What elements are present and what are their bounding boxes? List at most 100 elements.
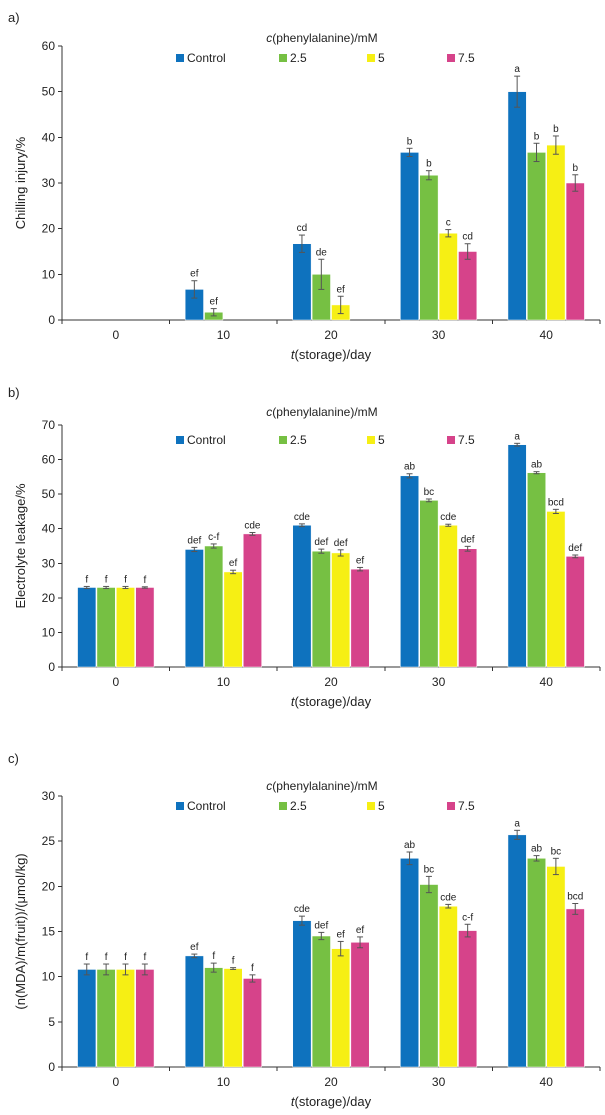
significance-label: bc: [551, 846, 562, 857]
bar: [116, 587, 135, 668]
legend-swatch: [447, 54, 455, 62]
legend-label: Control: [187, 799, 226, 813]
significance-label: f: [212, 951, 215, 962]
significance-label: def: [461, 534, 475, 545]
significance-label: cd: [297, 223, 308, 234]
bar: [223, 571, 243, 668]
y-tick-label: 40: [42, 130, 56, 144]
panel-label: a): [8, 10, 20, 25]
panel-a: a) c(phenylalanine)/mM Control 2.5 5 7.5 0 10 20…: [8, 10, 601, 362]
legend-swatch: [367, 802, 375, 810]
y-tick-label: 10: [42, 267, 56, 281]
legend-label: 5: [378, 799, 385, 813]
significance-label: c: [446, 218, 451, 229]
bar: [350, 568, 370, 668]
bar: [311, 935, 331, 1068]
legend-swatch: [176, 54, 184, 62]
bar: [546, 144, 566, 321]
bar: [527, 472, 546, 668]
bar: [458, 548, 478, 668]
significance-label: ab: [531, 844, 543, 855]
significance-label: cde: [244, 521, 261, 532]
bar: [400, 475, 419, 668]
bar: [458, 930, 478, 1068]
x-axis-label: t(storage)/day: [291, 1094, 372, 1109]
y-tick-label: 0: [48, 313, 55, 327]
bar: [331, 948, 351, 1068]
legend-label: 7.5: [458, 433, 475, 447]
x-axis-label: t(storage)/day: [291, 694, 372, 709]
y-tick-label: 30: [42, 556, 56, 570]
panel-label: b): [8, 385, 20, 400]
significance-label: def: [187, 535, 201, 546]
bar: [527, 858, 546, 1068]
y-tick-label: 60: [42, 39, 56, 53]
x-tick-label: 40: [540, 675, 554, 689]
panel-b: b) c(phenylalanine)/mM Control 2.5 5 7.5 0 10 20…: [8, 385, 601, 709]
significance-label: cde: [294, 904, 311, 915]
bar: [292, 920, 312, 1068]
significance-label: ab: [404, 840, 416, 851]
y-axis-label: Chilling injury/%: [13, 136, 28, 229]
bar: [507, 834, 527, 1068]
bar: [438, 905, 458, 1068]
significance-label: ef: [190, 942, 199, 953]
significance-label: def: [314, 920, 328, 931]
legend-label: 2.5: [290, 799, 307, 813]
y-tick-label: 20: [42, 879, 56, 893]
bar: [204, 545, 224, 668]
significance-label: ef: [356, 925, 365, 936]
bar: [77, 587, 97, 668]
significance-label: f: [124, 952, 127, 963]
bar: [400, 152, 419, 321]
y-tick-label: 30: [42, 176, 56, 190]
bar: [292, 243, 312, 321]
legend-label: 2.5: [290, 433, 307, 447]
legend-label: 7.5: [458, 51, 475, 65]
legend-swatch: [176, 802, 184, 810]
bar: [116, 969, 135, 1068]
bar: [565, 908, 585, 1068]
y-tick-label: 20: [42, 591, 56, 605]
bar: [438, 232, 458, 321]
y-tick-label: 70: [42, 418, 56, 432]
significance-label: bcd: [567, 891, 583, 902]
y-tick-label: 10: [42, 970, 56, 984]
significance-label: def: [314, 537, 328, 548]
bar: [419, 500, 439, 668]
legend-swatch: [279, 436, 287, 444]
x-tick-label: 30: [432, 1075, 446, 1089]
significance-label: cd: [462, 232, 473, 243]
bar: [292, 525, 312, 668]
significance-label: b: [534, 131, 540, 142]
y-tick-label: 40: [42, 522, 56, 536]
significance-label: b: [407, 136, 413, 147]
significance-label: f: [105, 574, 108, 585]
bar: [96, 587, 116, 668]
bar: [400, 858, 419, 1068]
significance-label: def: [334, 538, 348, 549]
legend-swatch: [447, 802, 455, 810]
significance-label: de: [316, 247, 328, 258]
significance-label: f: [143, 952, 146, 963]
bar: [243, 978, 262, 1068]
significance-label: c-f: [462, 912, 473, 923]
y-tick-label: 20: [42, 222, 56, 236]
y-axis-label: (n(MDA)/m(fruit))/(μmol/kg): [13, 853, 28, 1009]
y-tick-label: 60: [42, 453, 56, 467]
legend-swatch: [176, 436, 184, 444]
bar: [135, 587, 155, 668]
y-tick-label: 50: [42, 85, 56, 99]
significance-label: a: [514, 64, 520, 75]
bar: [419, 884, 439, 1068]
significance-label: ef: [356, 555, 365, 566]
bar: [350, 942, 370, 1068]
x-tick-label: 20: [324, 675, 338, 689]
bar: [546, 511, 566, 668]
bar: [331, 552, 351, 668]
legend-swatch: [367, 436, 375, 444]
significance-label: f: [105, 952, 108, 963]
legend-label: 5: [378, 433, 385, 447]
y-tick-label: 10: [42, 625, 56, 639]
axes: 0 10 20 30 40 50 60: [42, 39, 601, 327]
